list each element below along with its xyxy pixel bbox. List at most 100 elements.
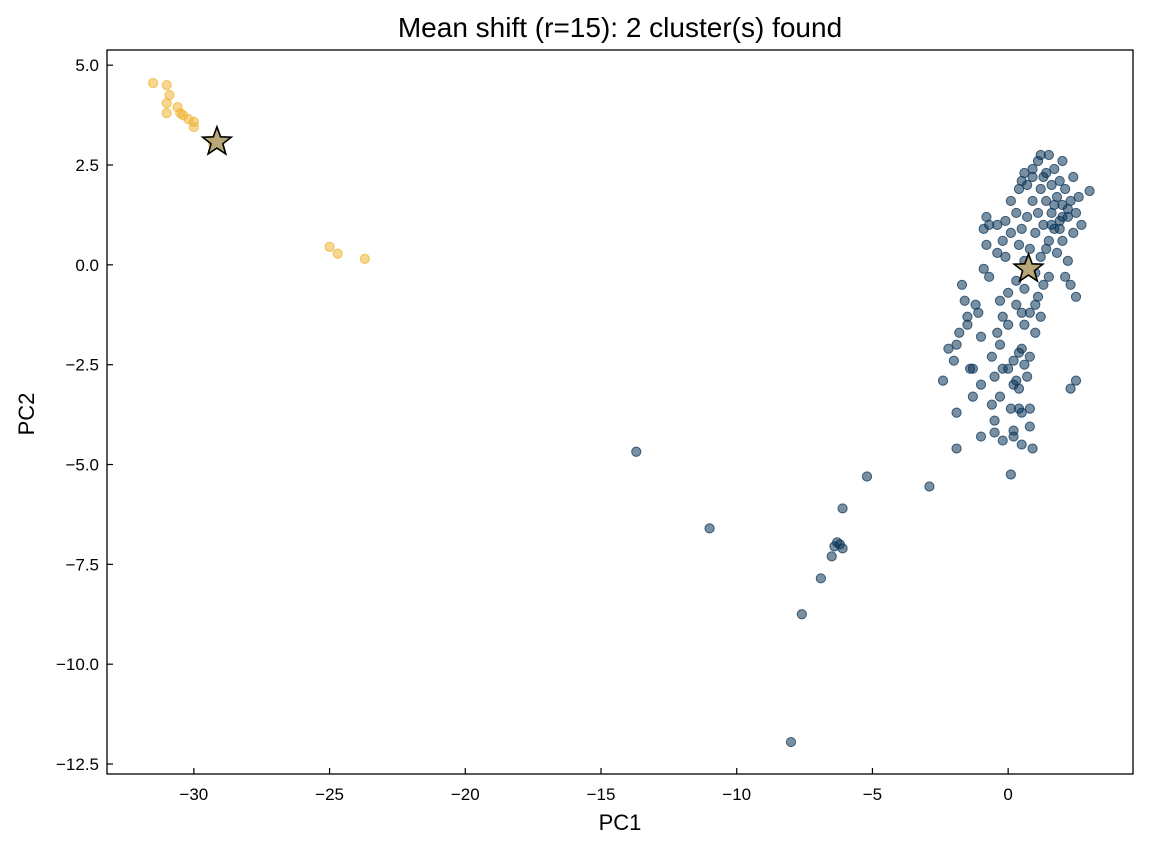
data-point-cluster-0	[815, 573, 826, 584]
data-point-cluster-0	[1022, 211, 1033, 223]
data-point-cluster-0	[1013, 239, 1025, 250]
data-point-cluster-0	[989, 415, 1000, 426]
data-point-cluster-0	[1035, 183, 1046, 195]
data-point-cluster-0	[1062, 203, 1073, 215]
data-point-cluster-0	[992, 247, 1003, 258]
data-point-cluster-0	[992, 219, 1003, 231]
data-point-cluster-0	[1065, 279, 1076, 290]
x-tick-label: −25	[315, 785, 344, 804]
data-point-cluster-0	[1008, 355, 1019, 366]
data-point-cluster-0	[967, 363, 978, 374]
x-tick-label: −10	[722, 785, 751, 804]
data-point-cluster-0	[1070, 207, 1082, 219]
x-tick-label: −5	[863, 785, 882, 804]
cluster-center-star	[200, 124, 234, 156]
y-tick-label: 5.0	[75, 56, 99, 75]
data-point-cluster-0	[785, 736, 797, 748]
y-tick-label: 0.0	[75, 256, 99, 275]
plot-frame	[106, 49, 1134, 775]
data-point-cluster-0	[1027, 195, 1038, 207]
data-point-cluster-0	[1049, 163, 1060, 175]
x-axis-label: PC1	[599, 810, 642, 835]
data-point-cluster-0	[924, 481, 935, 492]
data-point-cluster-0	[1024, 403, 1035, 414]
data-point-cluster-1	[148, 78, 159, 89]
data-point-cluster-0	[1008, 425, 1019, 436]
data-point-cluster-0	[1070, 291, 1082, 302]
data-point-cluster-0	[1024, 243, 1035, 254]
data-point-cluster-0	[861, 471, 873, 482]
data-point-cluster-0	[1005, 195, 1016, 207]
data-point-cluster-0	[1005, 469, 1016, 480]
data-point-cluster-0	[1060, 183, 1071, 195]
data-point-cluster-0	[1051, 247, 1063, 258]
y-tick-label: −5.0	[65, 456, 99, 475]
data-point-cluster-0	[951, 443, 962, 454]
data-point-cluster-0	[994, 295, 1006, 306]
data-point-cluster-0	[1019, 283, 1030, 294]
data-point-cluster-0	[1057, 211, 1068, 223]
data-point-cluster-0	[997, 311, 1008, 322]
data-point-cluster-1	[188, 121, 199, 133]
data-point-cluster-0	[1016, 439, 1027, 450]
data-point-cluster-1	[161, 107, 172, 119]
data-point-cluster-0	[1019, 319, 1030, 330]
data-point-cluster-0	[1003, 319, 1014, 330]
data-point-cluster-0	[954, 327, 965, 338]
data-point-cluster-0	[1027, 163, 1038, 175]
data-point-cluster-0	[1022, 179, 1033, 191]
data-point-cluster-0	[1016, 343, 1027, 354]
data-point-cluster-0	[1043, 271, 1054, 282]
data-point-cluster-0	[1000, 215, 1011, 227]
data-point-cluster-0	[997, 235, 1008, 246]
data-point-cluster-0	[986, 351, 997, 362]
x-axis: −30 −25 −20 −15 −10 −5 0	[179, 768, 1013, 804]
data-point-cluster-0	[989, 371, 1000, 382]
data-point-cluster-0	[1076, 219, 1087, 231]
data-point-cluster-0	[796, 609, 807, 620]
data-point-cluster-0	[973, 307, 984, 318]
data-point-cluster-0	[981, 239, 992, 250]
data-point-cluster-0	[978, 263, 989, 274]
data-point-cluster-0	[1024, 421, 1035, 432]
data-point-cluster-1	[161, 98, 172, 109]
data-point-cluster-0	[959, 295, 970, 306]
data-point-cluster-0	[1054, 175, 1065, 187]
data-point-cluster-0	[1084, 185, 1095, 197]
data-point-cluster-0	[992, 327, 1003, 338]
data-point-cluster-0	[826, 551, 837, 562]
data-point-cluster-0	[1030, 227, 1041, 238]
data-point-cluster-0	[975, 431, 987, 442]
data-point-cluster-0	[1030, 327, 1041, 338]
cluster-center-star	[1012, 251, 1045, 283]
data-point-cluster-0	[1065, 383, 1076, 394]
data-point-cluster-0	[1035, 251, 1046, 262]
y-tick-label: 2.5	[75, 156, 99, 175]
data-point-cluster-0	[1062, 255, 1073, 266]
data-point-cluster-1	[324, 241, 335, 252]
y-tick-label: −12.5	[56, 755, 99, 774]
data-point-cluster-0	[1046, 179, 1057, 191]
chart-title: Mean shift (r=15): 2 cluster(s) found	[398, 12, 842, 43]
data-point-cluster-0	[1032, 207, 1044, 219]
data-point-cluster-0	[1016, 223, 1027, 235]
data-point-cluster-0	[1016, 307, 1027, 318]
data-point-cluster-0	[1019, 167, 1030, 179]
data-point-cluster-0	[1057, 155, 1068, 167]
data-point-cluster-0	[956, 279, 968, 290]
data-point-cluster-0	[1011, 299, 1022, 310]
data-point-cluster-0	[1046, 219, 1057, 231]
x-tick-label: −15	[587, 785, 616, 804]
data-point-cluster-0	[1038, 279, 1049, 290]
y-tick-label: −2.5	[65, 356, 99, 375]
data-point-cluster-0	[1041, 243, 1052, 254]
x-tick-label: −30	[179, 785, 208, 804]
data-point-cluster-0	[1043, 149, 1054, 161]
data-point-cluster-0	[997, 363, 1008, 374]
data-point-cluster-0	[975, 331, 987, 342]
data-point-cluster-0	[994, 339, 1006, 350]
y-tick-label: −10.0	[56, 655, 99, 674]
data-point-cluster-0	[1024, 351, 1035, 362]
data-point-cluster-0	[1019, 359, 1030, 370]
